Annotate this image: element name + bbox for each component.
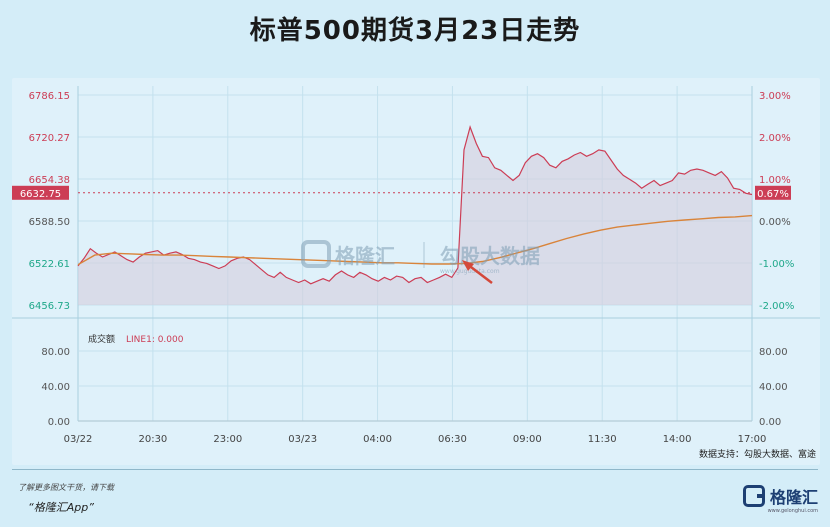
page-title: 标普500期货3月23日走势 <box>249 16 581 46</box>
pct-tick-label: -1.00% <box>759 259 794 270</box>
x-tick-label: 03/23 <box>288 434 317 445</box>
x-tick-label: 20:30 <box>138 434 167 445</box>
volume-tick-left: 80.00 <box>41 347 70 358</box>
x-tick-label: 04:00 <box>363 434 392 445</box>
volume-title: 成交额 <box>88 333 115 345</box>
footer-line1: 了解更多图文干货，请下载 <box>18 483 114 492</box>
volume-legend: LINE1: 0.000 <box>126 335 184 345</box>
chart-card: 6786.15 6720.27 6654.38 6588.50 6522.61 6456.… <box>12 78 820 465</box>
footer-divider <box>12 469 818 470</box>
pct-tick-label: 2.00% <box>759 133 791 144</box>
x-tick-label: 23:00 <box>213 434 242 445</box>
x-tick-label: 17:00 <box>738 434 767 445</box>
price-tick-label: 6456.73 <box>29 301 70 312</box>
x-tick-label: 06:30 <box>438 434 467 445</box>
current-pct-badge <box>755 185 791 200</box>
volume-tick-right: 80.00 <box>759 347 788 358</box>
price-area <box>78 127 752 305</box>
price-tick-label: 6654.38 <box>29 175 70 186</box>
x-tick-label: 11:30 <box>588 434 617 445</box>
average-line <box>77 214 753 266</box>
volume-tick-left: 40.00 <box>41 382 70 393</box>
watermark-url: www.gugudata.com <box>440 268 500 275</box>
watermark-sub: 勾股大数据 <box>440 244 540 268</box>
current-pct-label: 0.67% <box>757 189 789 200</box>
watermark-logo-icon <box>301 240 331 268</box>
current-price-badge <box>12 185 69 200</box>
brand-url: www.gelonghui.com <box>767 508 818 514</box>
watermark-brand: 格隆汇 <box>335 244 395 268</box>
price-tick-label: 6786.15 <box>29 91 70 102</box>
brand-logo: 格隆汇 <box>742 484 818 508</box>
x-tick-label: 09:00 <box>513 434 542 445</box>
price-tick-label: 6522.61 <box>29 259 70 270</box>
pct-tick-label: 1.00% <box>759 175 791 186</box>
current-price-label: 6632.75 <box>20 189 61 200</box>
pct-tick-label: -2.00% <box>759 301 794 312</box>
footer-line2: “格隆汇App” <box>28 501 94 514</box>
x-tick-label: 03/22 <box>64 434 93 445</box>
brand-name: 格隆汇 <box>769 488 818 507</box>
pct-tick-label: 3.00% <box>759 91 791 102</box>
price-line <box>77 125 753 285</box>
x-tick-label: 14:00 <box>663 434 692 445</box>
volume-tick-right: 0.00 <box>759 417 781 428</box>
data-credit: 数据支持：勾股大数据、富途 <box>698 450 816 460</box>
volume-tick-left: 0.00 <box>48 417 70 428</box>
price-tick-label: 6588.50 <box>29 217 70 228</box>
volume-tick-right: 40.00 <box>759 382 788 393</box>
annotation-arrow-head <box>462 260 474 271</box>
brand-g-icon <box>742 485 765 507</box>
price-tick-label: 6720.27 <box>29 133 70 144</box>
chart-svg: 6786.15 6720.27 6654.38 6588.50 6522.61 6456.… <box>12 86 820 445</box>
pct-tick-label: 0.00% <box>759 217 791 228</box>
